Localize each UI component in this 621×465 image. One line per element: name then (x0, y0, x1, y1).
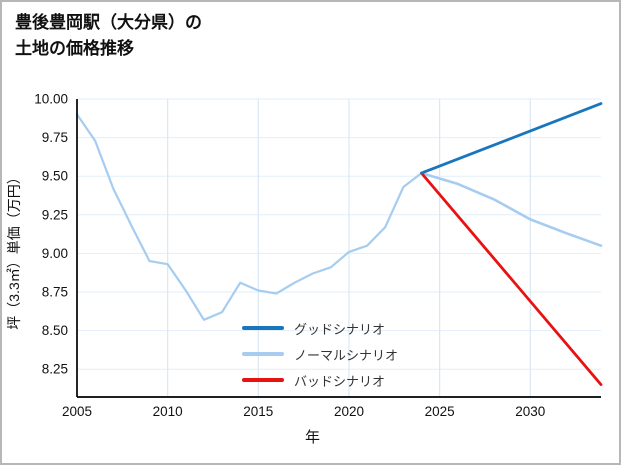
y-tick-label: 9.50 (42, 169, 68, 184)
x-tick-label: 2025 (425, 404, 455, 419)
x-tick-label: 2020 (334, 404, 364, 419)
x-tick-label: 2015 (243, 404, 273, 419)
x-tick-label: 2030 (515, 404, 545, 419)
series-line-good-scenario (420, 102, 603, 175)
y-tick-label: 9.25 (42, 207, 68, 222)
legend-label-bad-scenario: バッドシナリオ (294, 373, 386, 389)
y-tick-label: 8.25 (42, 362, 68, 377)
chart-title-line-2: 土地の価格推移 (15, 39, 134, 59)
x-tick-label: 2005 (62, 404, 92, 419)
y-tick-label: 9.75 (42, 130, 68, 145)
legend-swatch-bad-scenario (242, 378, 284, 382)
x-tick-label: 2010 (153, 404, 183, 419)
chart-title-line-1: 豊後豊岡駅（大分県）の (15, 13, 202, 32)
y-tick-label: 8.50 (42, 323, 68, 338)
legend-label-normal-scenario: ノーマルシナリオ (294, 347, 399, 363)
series-line-bad-scenario (420, 171, 603, 387)
series-line-history-price (75, 113, 423, 321)
legend-item-good-scenario: グッドシナリオ (242, 315, 398, 341)
legend-swatch-good-scenario (242, 326, 284, 330)
y-axis-label: 坪（3.3㎡）単価（万円） (6, 170, 22, 330)
y-tick-label: 10.00 (34, 92, 68, 107)
legend: グッドシナリオ ノーマルシナリオ バッドシナリオ (242, 315, 398, 393)
legend-label-good-scenario: グッドシナリオ (294, 321, 386, 337)
series-line-normal-scenario (420, 171, 603, 247)
legend-item-bad-scenario: バッドシナリオ (242, 367, 398, 393)
legend-swatch-normal-scenario (242, 352, 284, 356)
chart-title: 豊後豊岡駅（大分県）の 土地の価格推移 (15, 10, 202, 63)
legend-item-normal-scenario: ノーマルシナリオ (242, 341, 398, 367)
y-tick-label: 9.00 (42, 246, 68, 261)
x-axis-label: 年 (304, 429, 320, 446)
y-tick-label: 8.75 (42, 285, 68, 300)
